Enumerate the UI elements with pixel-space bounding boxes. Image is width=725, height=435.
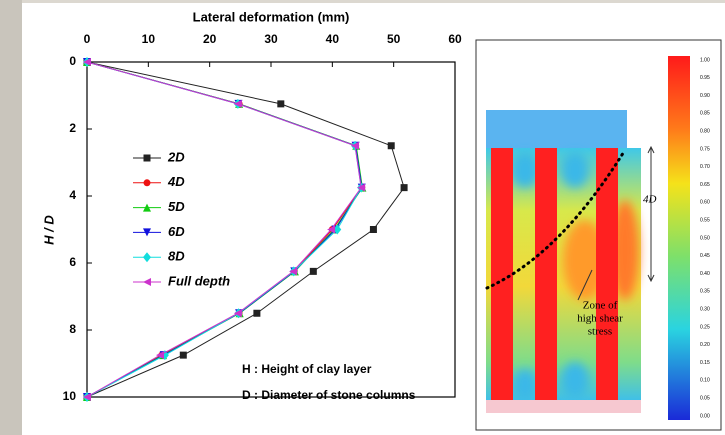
colorbar-label: 0.65	[700, 182, 710, 188]
colorbar-label: 0.70	[700, 164, 710, 170]
marker	[400, 184, 408, 192]
marker	[233, 99, 242, 108]
legend-label: 4D	[167, 174, 185, 189]
x-tick-label: 0	[84, 32, 91, 46]
y-tick-label: 4	[69, 188, 76, 202]
colorbar-label: 0.60	[700, 200, 710, 206]
annotation: H : Height of clay layer	[242, 362, 372, 376]
marker	[369, 226, 377, 233]
slip-curve	[485, 148, 627, 290]
annotation: D : Diameter of stone columns	[242, 388, 416, 402]
colorbar-label: 0.10	[700, 378, 710, 384]
colorbar-label: 0.95	[700, 75, 710, 81]
contour-image	[475, 39, 722, 431]
legend-label: 2D	[167, 149, 185, 164]
marker	[143, 203, 151, 212]
marker	[289, 267, 298, 276]
y-tick-label: 6	[69, 255, 76, 269]
footing	[486, 110, 627, 148]
x-axis-label: Lateral deformation (mm)	[193, 9, 350, 24]
marker	[233, 309, 242, 318]
x-tick-label: 10	[142, 32, 156, 46]
marker	[253, 309, 261, 317]
marker	[327, 225, 336, 234]
colorbar	[668, 56, 690, 420]
marker	[143, 252, 151, 263]
x-tick-label: 60	[448, 32, 462, 46]
colorbar-label: 0.25	[700, 324, 710, 330]
side-strip	[0, 0, 22, 435]
x-tick-label: 50	[387, 32, 401, 46]
colorbar-label: 0.80	[700, 129, 710, 135]
marker	[143, 278, 151, 286]
y-tick-label: 0	[69, 54, 76, 68]
colorbar-label: 0.45	[700, 253, 710, 259]
marker	[143, 228, 151, 237]
colorbar-label: 0.75	[700, 146, 710, 152]
legend-label: 5D	[168, 199, 185, 214]
zone-label: stress	[588, 326, 612, 338]
marker	[333, 224, 342, 235]
marker	[387, 142, 395, 150]
colorbar-label: 0.55	[700, 218, 710, 224]
marker	[309, 267, 317, 275]
colorbar-label: 0.15	[700, 360, 710, 366]
y-tick-label: 10	[63, 389, 77, 403]
legend-label: 6D	[168, 224, 185, 239]
colorbar-label: 0.90	[700, 93, 710, 99]
colorbar-label: 0.40	[700, 271, 710, 277]
legend-label: Full depth	[168, 273, 230, 288]
x-tick-label: 30	[264, 32, 278, 46]
colorbar-label: 0.35	[700, 289, 710, 295]
zone-label: high shear	[577, 313, 623, 325]
colorbar-label: 0.20	[700, 342, 710, 348]
spacing-label: 4D	[643, 194, 657, 206]
colorbar-label: 0.50	[700, 235, 710, 241]
marker	[83, 393, 91, 401]
marker	[155, 351, 164, 360]
marker	[143, 179, 151, 187]
marker	[351, 141, 360, 150]
y-tick-label: 2	[69, 121, 76, 135]
marker	[143, 154, 151, 162]
colorbar-label: 0.00	[700, 413, 710, 419]
marker	[277, 100, 285, 108]
colorbar-label: 1.00	[700, 57, 710, 63]
marker	[83, 58, 91, 66]
zone-label: Zone of	[583, 300, 618, 312]
colorbar-label: 0.05	[700, 396, 710, 402]
marker	[179, 351, 187, 359]
x-tick-label: 40	[326, 32, 340, 46]
colorbar-label: 0.30	[700, 307, 710, 313]
x-tick-label: 20	[203, 32, 217, 46]
y-tick-label: 8	[69, 322, 76, 336]
colorbar-label: 0.85	[700, 111, 710, 117]
legend-label: 8D	[168, 249, 185, 264]
y-axis-label: H / D	[41, 215, 56, 245]
marker	[357, 183, 366, 192]
